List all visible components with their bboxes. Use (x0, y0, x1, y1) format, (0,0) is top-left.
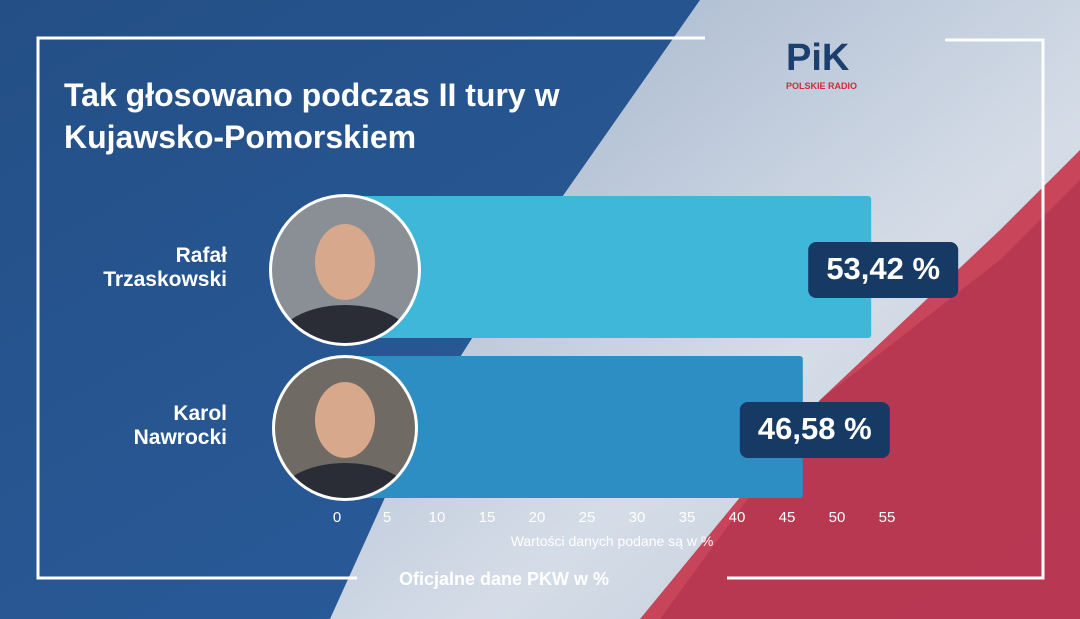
x-tick-label: 30 (629, 509, 646, 526)
flag-red (640, 150, 1080, 619)
photo-face (315, 382, 375, 458)
bar (337, 196, 872, 338)
frame (36, 36, 1045, 580)
category-label: Karol Nawrocki (133, 402, 227, 449)
x-tick-label: 55 (879, 509, 896, 526)
photo-suit (275, 305, 415, 343)
x-tick-label: 10 (429, 509, 446, 526)
bar (337, 356, 803, 498)
x-tick-label: 25 (579, 509, 596, 526)
footer: Oficjalne dane PKW w % (399, 569, 609, 589)
x-tick-label: 45 (779, 509, 796, 526)
x-tick-label: 20 (529, 509, 546, 526)
value-label: 53,42 % (826, 251, 940, 286)
axis-note: Wartości danych podane są w % (511, 533, 714, 549)
value-label: 46,58 % (758, 411, 872, 446)
logo-mark: PiK (786, 37, 850, 79)
x-tick-label: 0 (333, 509, 341, 526)
value-label-box (808, 242, 959, 298)
photo-suit (275, 463, 415, 498)
x-tick-label: 50 (829, 509, 846, 526)
x-tick-label: 5 (383, 509, 391, 526)
chart-title: Tak głosowano podczas II tury w Kujawsko… (64, 77, 560, 155)
x-tick-label: 40 (729, 509, 746, 526)
logo-text: POLSKIE RADIO (786, 81, 857, 91)
value-label-box (739, 402, 890, 458)
photo-face (315, 224, 375, 300)
category-label: Rafał Trzaskowski (103, 244, 227, 291)
x-tick-label: 35 (679, 509, 696, 526)
x-tick-label: 15 (479, 509, 496, 526)
